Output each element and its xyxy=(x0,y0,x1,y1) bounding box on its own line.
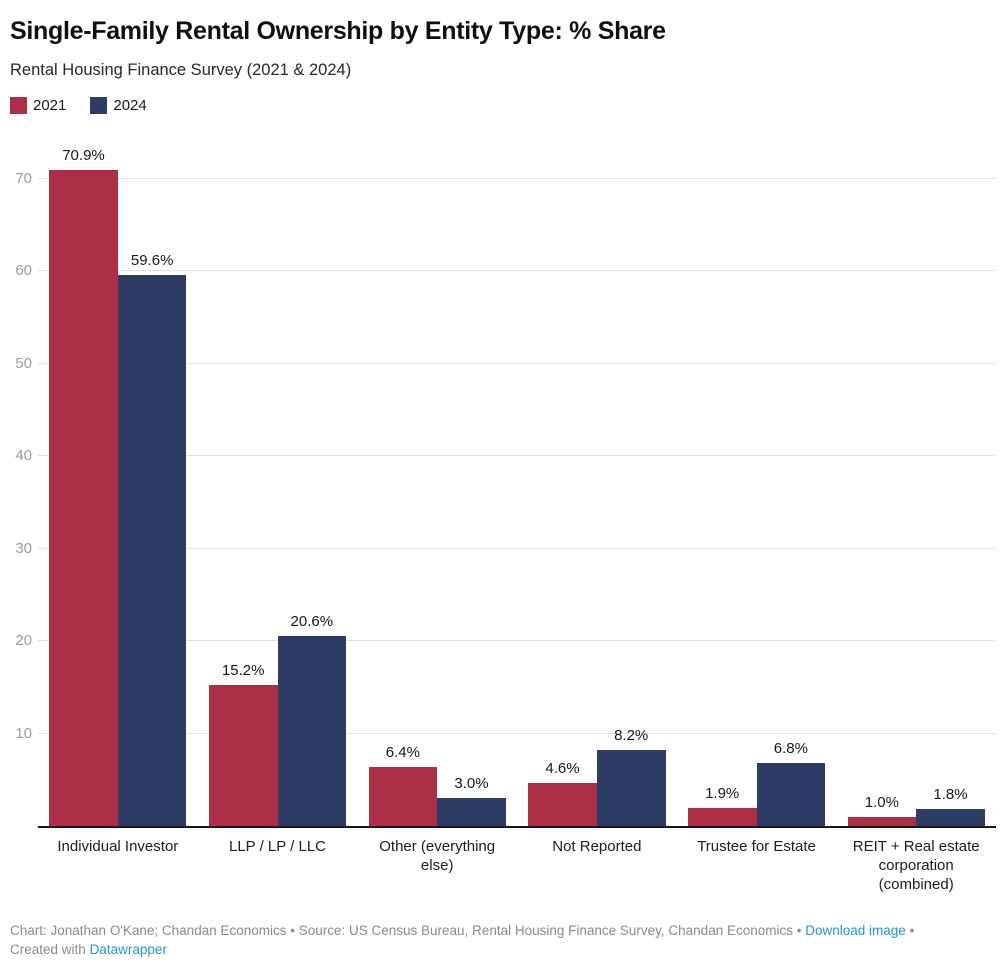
footer-separator: • xyxy=(909,923,915,938)
bar-group-trustee-for-estate: 1.9% 6.8% xyxy=(677,138,837,826)
gridline-60 xyxy=(38,270,996,272)
value-label-2024-reit-real-estate-corporation-combined: 1.8% xyxy=(933,786,968,804)
y-axis-tick-label-10: 10 xyxy=(15,724,32,742)
footer-line-2: Created with Datawrapper xyxy=(10,940,994,959)
y-axis-tick-label-50: 50 xyxy=(15,354,32,372)
datawrapper-link[interactable]: Datawrapper xyxy=(89,942,167,957)
chart-subtitle: Rental Housing Finance Survey (2021 & 20… xyxy=(10,61,352,79)
bar-column-2024: 20.6% xyxy=(277,612,347,826)
bar-2021-other-everything-else[interactable] xyxy=(368,766,438,826)
gridline-70 xyxy=(38,177,996,179)
bar-column-2024: 1.8% xyxy=(916,786,985,826)
page-title: Single-Family Rental Ownership by Entity… xyxy=(10,17,666,45)
legend-item-2024: 2024 xyxy=(90,97,147,114)
footer-created-with: Created with xyxy=(10,942,86,957)
download-image-link[interactable]: Download image xyxy=(805,923,906,938)
legend: 2021 2024 xyxy=(10,97,996,114)
bar-pair: 1.9% 6.8% xyxy=(687,740,826,826)
gridline-20 xyxy=(38,640,996,642)
y-axis-tick-label-30: 30 xyxy=(15,539,32,557)
bar-2021-trustee-for-estate[interactable] xyxy=(687,808,757,826)
legend-item-2021: 2021 xyxy=(10,97,66,114)
bar-pair: 6.4% 3.0% xyxy=(368,743,506,826)
gridline-10 xyxy=(38,732,996,734)
gridline-30 xyxy=(38,547,996,549)
bar-column-2021: 70.9% xyxy=(49,147,118,826)
value-label-2021-not-reported: 4.6% xyxy=(545,760,580,778)
bar-2024-llp-lp-llc[interactable] xyxy=(277,635,347,826)
y-axis-tick-label-20: 20 xyxy=(15,632,32,650)
category-label-reit-real-estate-corporation-combined: REIT + Real estate corporation (combined… xyxy=(852,838,980,893)
footer-credit: Chart: Jonathan O'Kane; Chandan Economic… xyxy=(10,923,802,938)
category-label-llp-lp-llc: LLP / LP / LLC xyxy=(228,838,327,855)
bar-pair: 1.0% 1.8% xyxy=(847,786,985,826)
y-axis-tick-label-60: 60 xyxy=(15,262,32,280)
bar-2021-reit-real-estate-corporation-combined[interactable] xyxy=(847,816,917,826)
bar-2024-trustee-for-estate[interactable] xyxy=(756,763,826,826)
bar-groups: 70.9% 59.6% 15.2% 20.6% 6.4% 3.0% 4.6% 8.2% 1.9%… xyxy=(38,138,996,826)
bar-2021-individual-investor[interactable] xyxy=(49,170,118,826)
bar-pair: 70.9% 59.6% xyxy=(49,147,187,826)
footer-line-1: Chart: Jonathan O'Kane; Chandan Economic… xyxy=(10,921,994,940)
y-axis-tick-label-70: 70 xyxy=(15,169,32,187)
value-label-2024-individual-investor: 59.6% xyxy=(130,251,174,269)
y-axis-tick-label-40: 40 xyxy=(15,447,32,465)
value-label-2021-other-everything-else: 6.4% xyxy=(385,743,420,761)
bar-2024-not-reported[interactable] xyxy=(596,750,666,826)
bar-column-2021: 1.9% xyxy=(687,785,757,826)
value-label-2024-trustee-for-estate: 6.8% xyxy=(773,740,808,758)
value-label-2024-not-reported: 8.2% xyxy=(614,727,649,745)
category-label-not-reported: Not Reported xyxy=(552,838,642,855)
footer: Chart: Jonathan O'Kane; Chandan Economic… xyxy=(10,921,994,959)
bar-column-2024: 59.6% xyxy=(117,251,187,826)
bar-chart: 70.9% 59.6% 15.2% 20.6% 6.4% 3.0% 4.6% 8.2% 1.9%… xyxy=(10,138,996,828)
bar-2024-individual-investor[interactable] xyxy=(117,274,187,826)
bar-group-not-reported: 4.6% 8.2% xyxy=(517,138,677,826)
bar-column-2021: 4.6% xyxy=(528,760,597,826)
bar-column-2024: 8.2% xyxy=(596,727,666,826)
value-label-2021-trustee-for-estate: 1.9% xyxy=(705,785,740,803)
category-label-individual-investor: Individual Investor xyxy=(57,838,179,855)
value-label-2024-other-everything-else: 3.0% xyxy=(454,775,489,793)
category-label-other-everything-else: Other (everything else) xyxy=(379,838,496,874)
value-label-2024-llp-lp-llc: 20.6% xyxy=(290,612,334,630)
x-axis-baseline xyxy=(38,826,996,828)
bar-column-2021: 15.2% xyxy=(208,662,278,826)
legend-swatch-2024 xyxy=(90,97,108,114)
value-label-2021-individual-investor: 70.9% xyxy=(62,147,105,165)
bar-pair: 15.2% 20.6% xyxy=(208,612,347,826)
gridline-40 xyxy=(38,455,996,457)
legend-label-2024: 2024 xyxy=(113,97,147,114)
value-label-2021-reit-real-estate-corporation-combined: 1.0% xyxy=(864,793,899,811)
bar-column-2024: 3.0% xyxy=(437,775,506,826)
bar-group-llp-lp-llc: 15.2% 20.6% xyxy=(198,138,358,826)
bar-pair: 4.6% 8.2% xyxy=(528,727,666,826)
gridline-50 xyxy=(38,362,996,364)
plot-area: 70.9% 59.6% 15.2% 20.6% 6.4% 3.0% 4.6% 8.2% 1.9%… xyxy=(38,138,996,828)
x-axis-labels: Individual Investor LLP / LP / LLC Other (… xyxy=(38,837,996,894)
bar-group-individual-investor: 70.9% 59.6% xyxy=(38,138,198,826)
bar-group-other-everything-else: 6.4% 3.0% xyxy=(357,138,517,826)
bar-2024-reit-real-estate-corporation-combined[interactable] xyxy=(916,809,985,826)
bar-column-2024: 6.8% xyxy=(756,740,826,826)
legend-swatch-2021 xyxy=(10,97,27,114)
bar-column-2021: 6.4% xyxy=(368,743,438,826)
legend-label-2021: 2021 xyxy=(33,97,67,114)
bar-2024-other-everything-else[interactable] xyxy=(437,798,506,826)
value-label-2021-llp-lp-llc: 15.2% xyxy=(221,662,265,680)
bar-group-reit-real-estate-corporation-combined: 1.0% 1.8% xyxy=(836,138,996,826)
category-label-trustee-for-estate: Trustee for Estate xyxy=(697,838,816,855)
bar-column-2021: 1.0% xyxy=(847,793,917,826)
bar-2021-not-reported[interactable] xyxy=(528,783,597,826)
bar-2021-llp-lp-llc[interactable] xyxy=(208,685,278,826)
